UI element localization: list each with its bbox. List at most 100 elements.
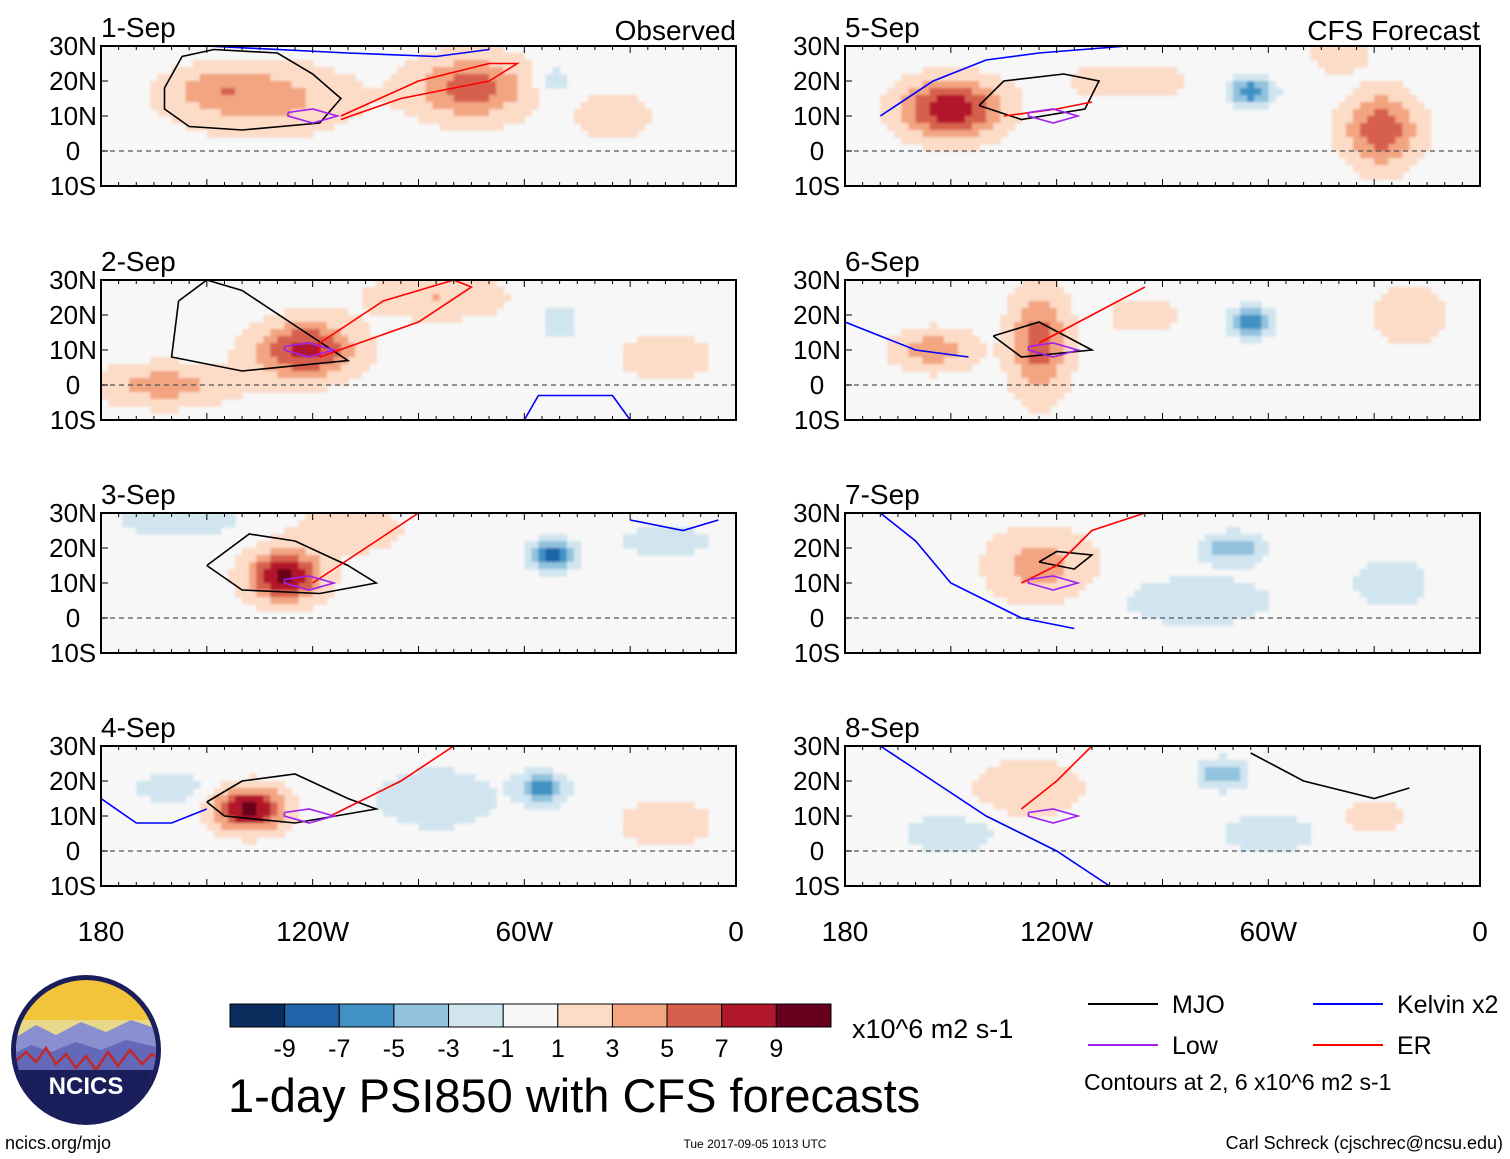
anomaly-cell: [129, 520, 137, 528]
anomaly-cell: [979, 130, 987, 138]
anomaly-cell: [411, 95, 420, 103]
anomaly-cell: [347, 527, 356, 535]
anomaly-cell: [277, 823, 286, 831]
anomaly-cell: [340, 350, 349, 358]
anomaly-cell: [1402, 287, 1411, 295]
anomaly-cell: [270, 329, 278, 337]
anomaly-cell: [517, 88, 525, 96]
anomaly-cell: [439, 109, 448, 117]
anomaly-cell: [1324, 53, 1333, 61]
anomaly-cell: [1014, 315, 1022, 323]
anomaly-cell: [1021, 534, 1030, 542]
anomaly-cell: [404, 67, 413, 75]
anomaly-cell: [171, 109, 180, 117]
anomaly-cell: [425, 60, 434, 68]
anomaly-cell: [1317, 60, 1326, 68]
anomaly-cell: [284, 130, 293, 138]
anomaly-cell: [185, 81, 194, 89]
anomaly-cell: [524, 548, 532, 556]
anomaly-cell: [326, 590, 335, 598]
anomaly-cell: [672, 809, 681, 817]
anomaly-cell: [460, 95, 469, 103]
anomaly-cell: [972, 130, 980, 138]
anomaly-cell: [887, 350, 895, 358]
anomaly-cell: [1021, 795, 1030, 803]
anomaly-cell: [1035, 294, 1044, 302]
anomaly-cell: [964, 823, 973, 831]
anomaly-cell: [1416, 109, 1425, 117]
anomaly-cell: [566, 541, 575, 549]
anomaly-cell: [1007, 541, 1015, 549]
anomaly-cell: [1374, 315, 1382, 323]
anomaly-cell: [489, 287, 497, 295]
anomaly-cell: [936, 102, 945, 110]
anomaly-cell: [1367, 802, 1375, 810]
anomaly-cell: [277, 343, 286, 351]
anomaly-cell: [1240, 816, 1248, 824]
anomaly-cell: [658, 809, 667, 817]
anomaly-cell: [552, 308, 561, 316]
anomaly-cell: [185, 109, 194, 117]
anomaly-cell: [1402, 597, 1411, 605]
anomaly-cell: [1127, 604, 1135, 612]
anomaly-cell: [658, 357, 667, 365]
anomaly-cell: [220, 109, 229, 117]
anomaly-cell: [552, 802, 561, 810]
anomaly-cell: [263, 583, 271, 591]
anomaly-cell: [1233, 95, 1241, 103]
anomaly-cell: [1381, 562, 1389, 570]
anomaly-cell: [185, 399, 194, 407]
colorbar-label: -1: [492, 1035, 514, 1063]
anomaly-cell: [587, 95, 596, 103]
anomaly-cell: [623, 357, 631, 365]
anomaly-cell: [376, 527, 384, 535]
anomaly-cell: [213, 809, 222, 817]
anomaly-cell: [284, 308, 293, 316]
anomaly-cell: [1042, 527, 1051, 535]
anomaly-cell: [270, 343, 278, 351]
anomaly-cell: [263, 548, 271, 556]
anomaly-cell: [249, 329, 257, 337]
contour-kelvin-x2: [879, 746, 1111, 886]
anomaly-cell: [1056, 294, 1065, 302]
anomaly-cell: [1000, 555, 1008, 563]
anomaly-cell: [1007, 597, 1015, 605]
anomaly-cell: [1042, 541, 1051, 549]
anomaly-cell: [929, 67, 938, 75]
anomaly-cell: [256, 81, 264, 89]
anomaly-cell: [979, 562, 987, 570]
anomaly-cell: [957, 343, 966, 351]
anomaly-cell: [566, 562, 575, 570]
anomaly-cell: [157, 795, 166, 803]
anomaly-cell: [1240, 830, 1248, 838]
anomaly-cell: [1226, 562, 1234, 570]
anomaly-cell: [1000, 534, 1008, 542]
anomaly-cell: [1056, 357, 1065, 365]
anomaly-cell: [1416, 137, 1425, 145]
y-tick-label: 20N: [49, 66, 97, 96]
anomaly-cell: [1423, 144, 1432, 152]
anomaly-cell: [369, 534, 377, 542]
anomaly-cell: [270, 102, 278, 110]
anomaly-cell: [1345, 46, 1354, 54]
anomaly-cell: [503, 116, 511, 124]
anomaly-cell: [545, 548, 554, 556]
anomaly-cell: [1240, 541, 1248, 549]
y-tick-label: 0: [810, 136, 824, 166]
anomaly-cell: [1042, 788, 1051, 796]
anomaly-cell: [1014, 294, 1022, 302]
anomaly-cell: [630, 816, 638, 824]
anomaly-cell: [164, 95, 173, 103]
anomaly-cell: [446, 280, 455, 288]
anomaly-cell: [460, 116, 469, 124]
anomaly-cell: [936, 116, 945, 124]
anomaly-cell: [545, 767, 554, 775]
y-tick-label: 10S: [50, 405, 96, 435]
anomaly-cell: [1077, 534, 1086, 542]
anomaly-cell: [270, 583, 278, 591]
anomaly-cell: [1331, 67, 1340, 75]
anomaly-cell: [418, 102, 427, 110]
anomaly-cell: [1042, 795, 1051, 803]
anomaly-cell: [1338, 123, 1347, 131]
anomaly-cell: [171, 67, 180, 75]
